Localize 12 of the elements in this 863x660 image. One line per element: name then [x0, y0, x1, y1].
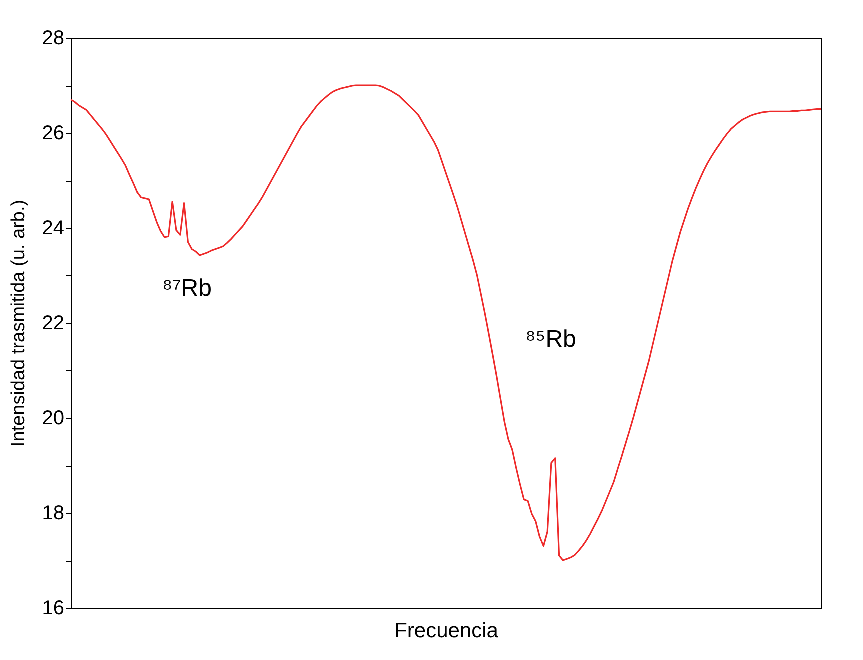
annotation: ⁸⁵Rb: [526, 326, 576, 354]
y-axis-title: Intensidad trasmitida (u. arb.): [8, 200, 30, 448]
y-tick-label: 28: [42, 28, 64, 50]
y-tick-label: 16: [42, 598, 64, 620]
y-tick-label: 20: [42, 408, 64, 430]
annotation: ⁸⁷Rb: [162, 274, 212, 302]
y-tick-label: 18: [42, 502, 64, 524]
y-tick-label: 22: [42, 312, 64, 334]
y-tick-label: 24: [42, 218, 64, 240]
y-tick-label: 26: [42, 122, 64, 144]
x-axis-title: Frecuencia: [394, 620, 499, 642]
line-series: [70, 84, 822, 562]
